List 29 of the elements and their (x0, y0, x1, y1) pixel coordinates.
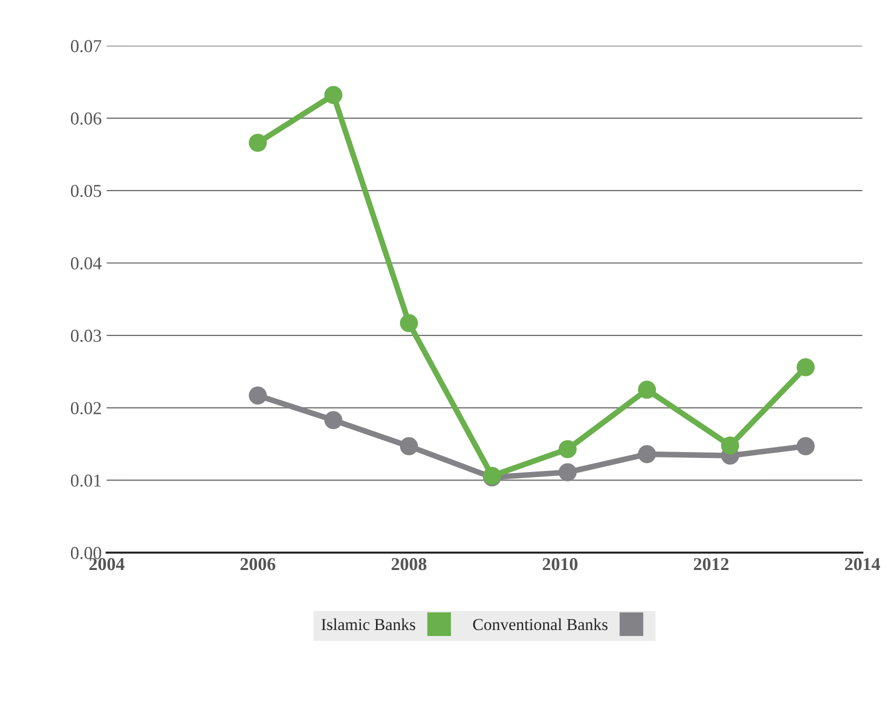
point (400, 314, 418, 332)
x-tick-label: 2008 (392, 558, 426, 570)
y-tick-label: 0.05 (70, 184, 102, 198)
point (796, 437, 815, 456)
point (638, 445, 656, 464)
x-tick-label: 2010 (542, 558, 578, 570)
y-tick-label: 0.07 (70, 40, 102, 52)
point (558, 440, 577, 458)
x-tick-label: 2006 (240, 558, 276, 570)
x-tick-label: 2012 (694, 558, 728, 570)
y-tick-label: 0.00 (70, 546, 102, 560)
y-tick-label: 0.06 (70, 112, 102, 125)
point (721, 436, 740, 454)
y-tick-label: 0.02 (70, 402, 101, 414)
y-tick-label: 0.03 (70, 330, 102, 342)
point (324, 411, 342, 430)
point (248, 134, 267, 152)
legend-label: Islamic Banks (322, 618, 416, 630)
y-tick-label: 0.04 (70, 257, 102, 270)
point (638, 380, 656, 399)
point (248, 386, 267, 405)
point (558, 463, 577, 482)
x-tick-label: 2014 (845, 558, 880, 570)
y-tick-label: 0.01 (70, 474, 101, 487)
legend-label: Conventional Banks (473, 618, 608, 630)
point (324, 86, 342, 104)
point (400, 437, 418, 456)
x-tick-label: 2004 (89, 558, 124, 570)
point (796, 358, 815, 376)
